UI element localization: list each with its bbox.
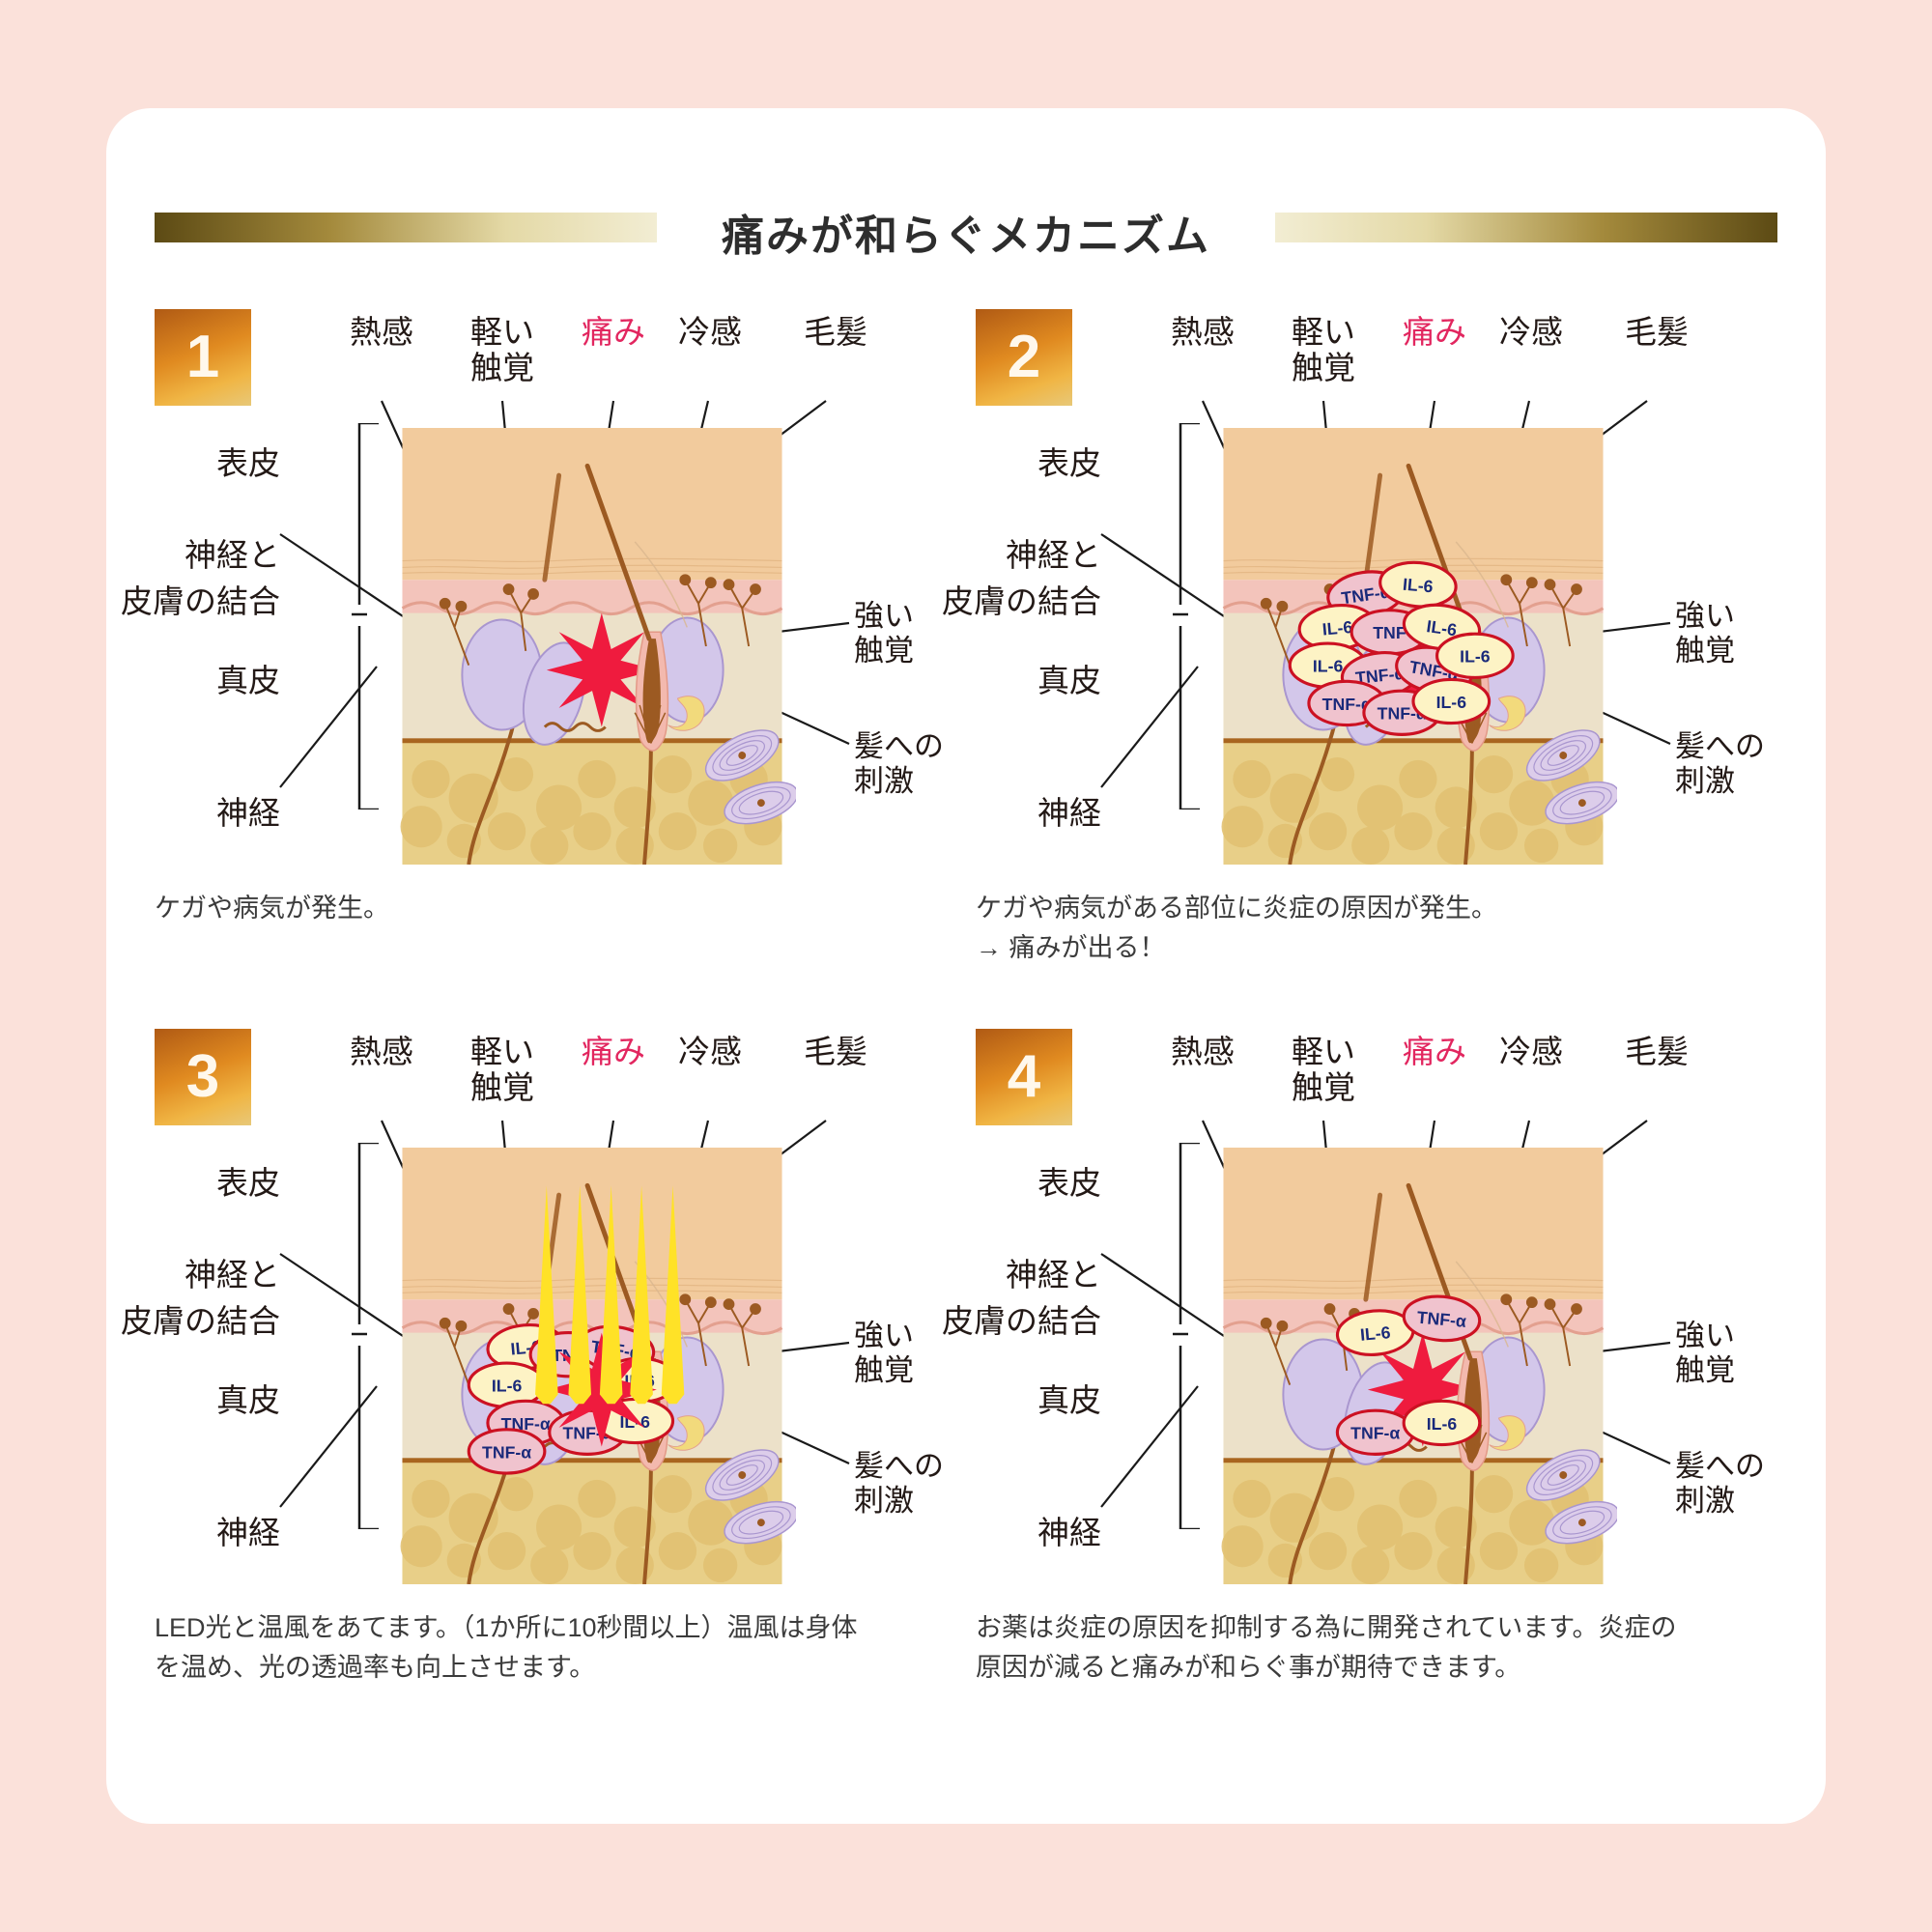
svg-text:TNF: TNF: [1373, 623, 1406, 642]
svg-text:TNF-α: TNF-α: [482, 1442, 531, 1462]
svg-text:IL-6: IL-6: [1402, 575, 1434, 597]
svg-text:IL-6: IL-6: [1460, 647, 1491, 667]
svg-text:IL-6: IL-6: [1313, 657, 1344, 676]
svg-text:IL-6: IL-6: [492, 1377, 523, 1396]
svg-text:TNF-α: TNF-α: [1350, 1424, 1400, 1443]
svg-text:IL-6: IL-6: [1427, 1414, 1458, 1434]
svg-text:IL-6: IL-6: [1321, 617, 1353, 639]
svg-text:IL-6: IL-6: [1436, 693, 1467, 712]
svg-text:IL-6: IL-6: [1359, 1322, 1391, 1345]
